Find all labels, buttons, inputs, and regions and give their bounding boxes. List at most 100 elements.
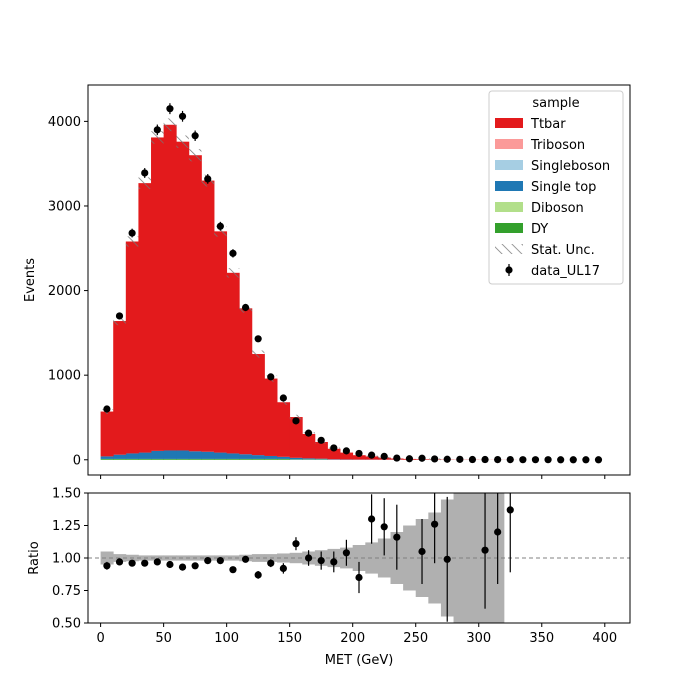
bar-ttbar: [176, 141, 190, 451]
bar-ttbar: [138, 183, 152, 453]
ratio-point: [292, 540, 300, 548]
data-point: [443, 455, 451, 463]
y-tick-label: 0.50: [52, 617, 81, 632]
legend-label: Stat. Unc.: [531, 243, 595, 258]
data-point: [292, 417, 300, 425]
main-y-axis-label: Events: [23, 258, 38, 302]
ratio-panel: 0 50 100 150 200 250 300 350 400 0.50 0.75 1.00 1.2…: [27, 487, 631, 668]
data-point: [216, 222, 224, 230]
data-point: [431, 455, 439, 463]
stat-unc-band: [277, 399, 290, 405]
data-point: [481, 455, 489, 464]
stat-unc-band: [226, 268, 240, 278]
data-point: [342, 447, 350, 455]
bar-dy: [214, 458, 228, 460]
y-tick-label: 3000: [48, 199, 81, 214]
data-point: [178, 112, 187, 120]
ratio-point: [481, 546, 489, 554]
legend: sample Ttbar Triboson Singleboson Single to…: [488, 90, 624, 285]
stat-unc-band: [188, 149, 202, 162]
bar-ttbar: [201, 180, 215, 452]
ratio-point: [494, 528, 502, 536]
legend-swatch: [495, 223, 523, 233]
bar-single-top: [302, 458, 316, 460]
bar-ttbar: [251, 354, 265, 456]
ratio-point: [229, 566, 237, 574]
x-tick-label: 0: [96, 631, 104, 646]
x-tick-label: 250: [403, 631, 428, 646]
bar-dy: [163, 458, 177, 460]
y-tick-label: 4000: [48, 115, 81, 130]
stat-unc-band: [163, 118, 177, 132]
data-point: [166, 105, 174, 113]
data-point: [141, 169, 149, 177]
legend-title: sample: [532, 96, 579, 111]
ratio-point: [153, 558, 161, 566]
data-point: [531, 456, 540, 464]
x-tick-label: 200: [340, 631, 365, 646]
ratio-point: [267, 559, 275, 567]
stat-unc-band: [251, 350, 265, 358]
x-tick-label: 350: [529, 631, 554, 646]
data-point: [279, 394, 287, 402]
data-point: [153, 126, 161, 134]
data-point: [544, 456, 552, 464]
bar-single-top: [239, 454, 253, 459]
ratio-point: [141, 559, 149, 567]
stat-unc-band: [138, 177, 152, 189]
ratio-point: [443, 555, 451, 563]
data-point: [594, 456, 603, 464]
bar-ttbar: [302, 433, 316, 459]
ratio-x-ticks: 0 50 100 150 200 250 300 350 400: [96, 623, 617, 646]
ratio-point: [380, 523, 388, 531]
bar-single-top: [251, 455, 265, 459]
x-tick-label: 50: [155, 631, 172, 646]
data-point: [418, 454, 426, 462]
bar-single-top: [226, 453, 240, 459]
bar-dy: [151, 458, 165, 460]
data-point: [229, 249, 237, 257]
bar-single-top: [201, 451, 215, 459]
bar-single-top: [113, 454, 127, 459]
legend-swatch-hatch: [495, 244, 523, 254]
data-point: [103, 405, 111, 413]
bar-ttbar: [188, 155, 202, 452]
ratio-point: [241, 555, 250, 563]
bar-single-top: [138, 452, 152, 459]
bar-dy: [188, 458, 202, 460]
ratio-point: [204, 557, 212, 565]
bar-single-top: [314, 458, 328, 460]
data-point: [582, 456, 590, 464]
bar-ttbar: [264, 378, 278, 456]
ratio-point: [191, 562, 199, 570]
bar-single-top: [163, 450, 177, 459]
data-point: [267, 373, 275, 381]
y-tick-label: 0.75: [52, 584, 81, 599]
bar-single-top: [125, 453, 139, 459]
ratio-point: [279, 564, 287, 573]
ratio-band-bin: [289, 552, 303, 564]
data-point: [254, 335, 262, 343]
bar-single-top: [289, 457, 303, 460]
data-point: [456, 455, 464, 463]
ratio-band-bin: [226, 555, 240, 561]
bar-dy: [201, 458, 215, 460]
ratio-point: [216, 557, 224, 565]
bar-single-top: [100, 456, 114, 459]
data-point: [241, 303, 250, 312]
ratio-band-bin: [352, 545, 366, 571]
stat-unc-band: [214, 226, 227, 237]
legend-label: Singleboson: [531, 159, 610, 174]
legend-label: data_UL17: [531, 264, 600, 279]
ratio-band-bin: [163, 555, 177, 561]
legend-swatch: [495, 139, 523, 149]
x-tick-label: 100: [214, 631, 239, 646]
ratio-point: [128, 559, 136, 567]
data-point: [569, 456, 577, 464]
stat-unc-band: [151, 131, 164, 144]
x-axis-label: MET (GeV): [325, 653, 394, 668]
ratio-band-bin: [100, 551, 114, 565]
legend-swatch: [495, 118, 523, 128]
data-point: [405, 455, 414, 463]
x-tick-label: 150: [277, 631, 302, 646]
